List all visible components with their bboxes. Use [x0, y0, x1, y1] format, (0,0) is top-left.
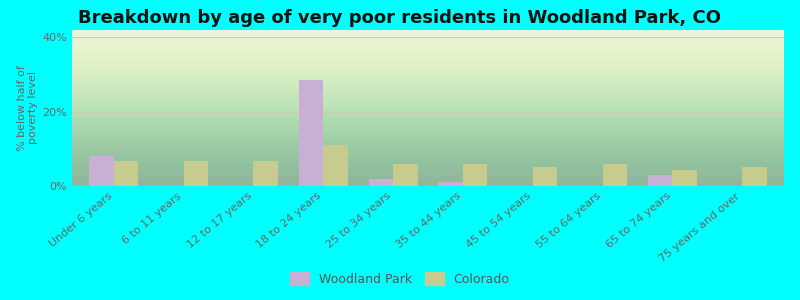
Bar: [369, 178, 393, 186]
Bar: [533, 167, 557, 186]
Bar: [393, 164, 418, 186]
Bar: [648, 175, 672, 186]
Legend: Woodland Park, Colorado: Woodland Park, Colorado: [286, 267, 514, 291]
Bar: [299, 80, 323, 186]
Y-axis label: % below half of
poverty level: % below half of poverty level: [17, 65, 38, 151]
Bar: [114, 161, 138, 186]
Bar: [184, 161, 208, 186]
Bar: [254, 161, 278, 186]
Bar: [672, 170, 697, 186]
Bar: [90, 156, 114, 186]
Bar: [602, 164, 627, 186]
Bar: [323, 145, 348, 186]
Text: Breakdown by age of very poor residents in Woodland Park, CO: Breakdown by age of very poor residents …: [78, 9, 722, 27]
Bar: [742, 167, 766, 186]
Bar: [438, 182, 463, 186]
Bar: [463, 164, 487, 186]
